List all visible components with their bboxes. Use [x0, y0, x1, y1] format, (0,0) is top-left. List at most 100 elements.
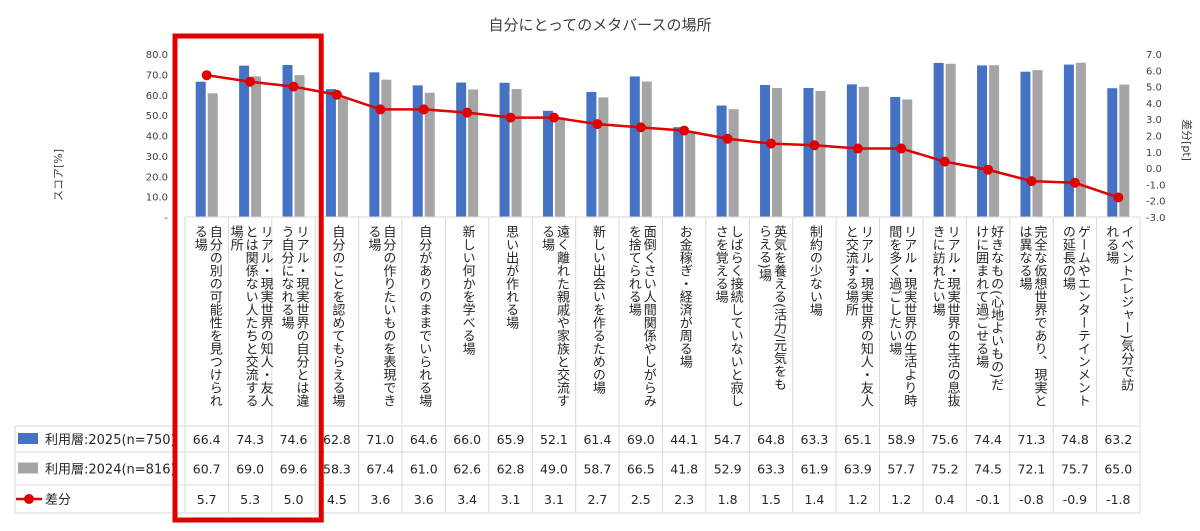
table-cell: 71.3	[1018, 432, 1046, 447]
category-label: 自分の作りたいものを表現できる場	[365, 225, 396, 407]
bar-2025	[542, 110, 553, 217]
bar-2024	[815, 90, 826, 217]
diff-point	[1113, 192, 1124, 203]
table-cell: 64.8	[757, 432, 785, 447]
table-cell: 63.3	[801, 432, 829, 447]
y-tick-label: 30.0	[146, 152, 168, 163]
table-cell: -0.9	[1063, 492, 1087, 507]
table-cell: 2.5	[631, 492, 651, 507]
table-cell: 1.5	[761, 492, 781, 507]
bar-2024	[772, 88, 783, 218]
category-label: リアル・現実世界の生活の息抜きに訪れたい場	[930, 225, 961, 407]
table-cell: 75.7	[1061, 462, 1089, 477]
diff-point	[722, 133, 733, 144]
table-cell: -0.1	[976, 492, 1000, 507]
table-cell: 41.8	[670, 462, 698, 477]
table-cell: 62.8	[497, 462, 525, 477]
bar-2024	[902, 99, 913, 217]
category-labels: 自分の別の可能性を見つけられる場 リアル・現実世界の知人・友人とは関係ない人たちと…	[184, 216, 1141, 425]
diff-point	[418, 104, 429, 115]
table-cell: 74.6	[280, 432, 308, 447]
table-cell: 63.9	[844, 462, 872, 477]
table-cell: 66.4	[193, 432, 221, 447]
bar-2024	[207, 93, 218, 217]
data-table: 利用層:2025(n=750) 66.4 74.3 74.6 62.8 71.0 64.6 6…	[14, 425, 1141, 514]
y2-tick-label: 4.0	[1146, 99, 1162, 110]
table-cell: 75.6	[931, 432, 959, 447]
bar-2024	[685, 131, 696, 217]
y2-tick-label: 2.0	[1146, 132, 1162, 143]
diff-point	[896, 143, 907, 154]
table-cell: 66.5	[627, 462, 655, 477]
diff-point	[1069, 177, 1080, 188]
y2-tick-label: 5.0	[1146, 83, 1162, 94]
diff-point	[1026, 176, 1037, 187]
bar-2024	[1032, 70, 1043, 217]
category-label: リアル・現実世界の知人・友人とは関係ない人たちと交流する場所	[228, 225, 274, 407]
bar-2024	[468, 89, 479, 217]
category-label: イベント(レジャー)気分で訪れる場	[1103, 225, 1134, 393]
table-cell: 74.3	[236, 432, 264, 447]
highlight-box	[172, 33, 324, 523]
bar-2025	[1020, 71, 1031, 217]
legend-label: 利用層:2024(n=816)	[45, 463, 176, 478]
table-cell: 64.6	[410, 432, 438, 447]
table-cell: 63.2	[1104, 432, 1132, 447]
y2-axis-label: 差分[pt]	[1180, 119, 1194, 161]
category-label: 完全な仮想世界であり、現実とは異なる場	[1016, 225, 1047, 407]
table-cell: 3.4	[457, 492, 477, 507]
table-cell: 69.6	[280, 462, 308, 477]
table-cell: 2.3	[674, 492, 694, 507]
table-cell: 3.1	[544, 492, 564, 507]
y-tick-label: 60.0	[146, 91, 168, 102]
bar-2024	[945, 63, 956, 217]
category-label: 面倒くさい人間関係やしがらみを捨てられる場	[626, 225, 657, 407]
legend-swatch	[18, 462, 38, 474]
table-cell: 3.6	[414, 492, 434, 507]
diff-point	[679, 125, 690, 136]
table-cell: 58.3	[323, 462, 351, 477]
bar-2024	[641, 81, 652, 217]
table-cell: 74.5	[974, 462, 1002, 477]
category-label: 自分の別の可能性を見つけられる場	[192, 225, 223, 407]
bar-2025	[890, 96, 901, 217]
y-tick-label: -	[164, 213, 168, 224]
diff-point	[505, 112, 516, 123]
table-cell: 0.4	[935, 492, 955, 507]
table-cell: 1.8	[718, 492, 738, 507]
diff-point	[766, 138, 777, 149]
table-cell: 49.0	[540, 462, 568, 477]
table-cell: 71.0	[366, 432, 394, 447]
bar-2024	[1119, 84, 1130, 217]
bar-2025	[803, 88, 814, 218]
table-cell: 54.7	[714, 432, 742, 447]
bar-2025	[456, 82, 467, 218]
diff-series-line	[206, 73, 1119, 199]
bar-2025	[282, 65, 293, 217]
category-label: 好きなもの(心地よいもの)だけに囲まれて過ごせる場	[973, 225, 1004, 392]
y-tick-label: 20.0	[146, 172, 168, 183]
category-label: 自分のことを認めてもらえる場	[329, 225, 345, 407]
bar-2025	[586, 91, 597, 217]
y-tick-label: 10.0	[146, 193, 168, 204]
table-cell: 52.9	[714, 462, 742, 477]
bar-2024	[424, 92, 435, 217]
table-cell: 58.9	[887, 432, 915, 447]
bar-2024	[1075, 62, 1086, 218]
bar-2025	[933, 62, 944, 218]
category-label: 新しい出会いを作るための場	[590, 224, 606, 394]
table-cell: 75.2	[931, 462, 959, 477]
bar-2025	[760, 84, 771, 217]
table-cell: 60.7	[193, 462, 221, 477]
diff-point	[635, 122, 646, 133]
diff-point	[592, 119, 603, 130]
category-label: 新しい何かを学べる場	[460, 224, 476, 355]
bar-2024	[511, 89, 522, 217]
bar-2024	[858, 86, 869, 218]
table-cell: -1.8	[1106, 492, 1130, 507]
table-cell: 61.0	[410, 462, 438, 477]
diff-point	[983, 164, 994, 175]
table-cell: 72.1	[1018, 462, 1046, 477]
category-label: リアル・現実世界の知人・友人と交流する場所	[843, 225, 874, 407]
